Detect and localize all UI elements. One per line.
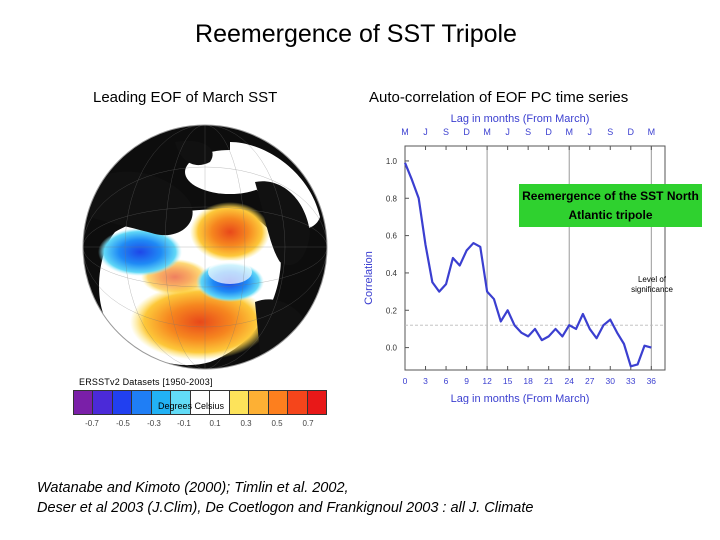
top-tick-label: J — [587, 127, 592, 137]
top-tick-label: S — [525, 127, 531, 137]
plot-area — [404, 145, 666, 371]
slide-title: Reemergence of SST Tripole — [195, 20, 517, 48]
colorbar — [73, 390, 327, 415]
colorbar-cell — [229, 391, 250, 414]
top-tick-label: D — [628, 127, 635, 137]
y-tick-label: 1.0 — [386, 157, 398, 166]
citation-line-1: Watanabe and Kimoto (2000); Timlin et al… — [37, 480, 349, 496]
autocorrelation-series-line — [403, 162, 652, 368]
colorbar-unit-label: Degrees Celsius — [158, 401, 225, 411]
x-tick-label: 6 — [444, 376, 449, 386]
colorbar-tick-label: -0.7 — [85, 419, 99, 428]
colorbar-tick-label: 0.1 — [209, 419, 221, 428]
colorbar-cell — [151, 391, 172, 414]
colorbar-cell — [171, 391, 191, 414]
x-axis-label: Lag in months (From March) — [451, 393, 590, 404]
top-tick-label: S — [607, 127, 613, 137]
colorbar-tick-label: 0.5 — [271, 419, 283, 428]
top-tick-label: M — [648, 127, 656, 137]
x-tick-label: 33 — [626, 376, 636, 386]
autocorrelation-chart: 1.00.80.60.40.20.00 3 6 9 12 15 18 21 24 27 30 33 36… — [363, 113, 666, 404]
x-tick-label: 12 — [482, 376, 492, 386]
colorbar-tick-label: 0.7 — [302, 419, 314, 428]
colorbar-tick-label: 0.3 — [240, 419, 252, 428]
top-tick-label: M — [401, 127, 409, 137]
colorbar-cell — [74, 391, 94, 414]
colorbar-cell — [190, 391, 211, 414]
reemergence-callout: Reemergence of the SST North Atlantic tr… — [519, 184, 702, 227]
top-tick-label: J — [423, 127, 428, 137]
chart-caption: Auto-correlation of EOF PC time series — [369, 89, 629, 106]
x-tick-label: 36 — [647, 376, 657, 386]
x-tick-label: 3 — [423, 376, 428, 386]
colorbar-cell — [307, 391, 327, 414]
colorbar-cell — [112, 391, 133, 414]
colorbar-cell — [132, 391, 152, 414]
colorbar-cell — [268, 391, 289, 414]
eof-map — [80, 122, 330, 372]
x-tick-label: 24 — [564, 376, 574, 386]
colorbar-cell — [249, 391, 269, 414]
y-tick-label: 0.4 — [386, 269, 398, 278]
colorbar-cell — [93, 391, 113, 414]
x-tick-label: 30 — [606, 376, 616, 386]
colorbar-cell — [288, 391, 308, 414]
y-axis-label: Correlation — [363, 251, 375, 305]
top-tick-label: S — [443, 127, 449, 137]
colorbar-tick-label: -0.3 — [147, 419, 161, 428]
y-tick-label: 0.8 — [386, 194, 398, 203]
y-tick-label: 0.6 — [386, 232, 398, 241]
map-caption: Leading EOF of March SST — [93, 89, 278, 106]
colorbar-cell — [210, 391, 230, 414]
top-tick-label: D — [545, 127, 552, 137]
x-tick-label: 27 — [585, 376, 595, 386]
x-tick-label: 0 — [403, 376, 408, 386]
colorbar-tick-label: -0.5 — [116, 419, 130, 428]
citation-line-2: Deser et al 2003 (J.Clim), De Coetlogon … — [37, 500, 534, 516]
citation: Watanabe and Kimoto (2000); Timlin et al… — [37, 478, 533, 518]
x-tick-label: 18 — [523, 376, 533, 386]
colorbar-tick-label: -0.1 — [177, 419, 191, 428]
top-tick-label: M — [565, 127, 573, 137]
dataset-label: ERSSTv2 Datasets [1950-2003] — [79, 377, 213, 387]
top-tick-label: M — [483, 127, 491, 137]
x-tick-label: 21 — [544, 376, 554, 386]
y-tick-label: 0.0 — [386, 344, 398, 353]
significance-label: Level of significance — [631, 275, 673, 294]
x-tick-label: 15 — [503, 376, 513, 386]
top-tick-label: J — [505, 127, 510, 137]
x-tick-label: 9 — [464, 376, 469, 386]
top-axis-label: Lag in months (From March) — [451, 113, 590, 125]
eof-map-globe — [82, 124, 328, 370]
y-tick-label: 0.2 — [386, 306, 398, 315]
top-tick-label: D — [463, 127, 470, 137]
